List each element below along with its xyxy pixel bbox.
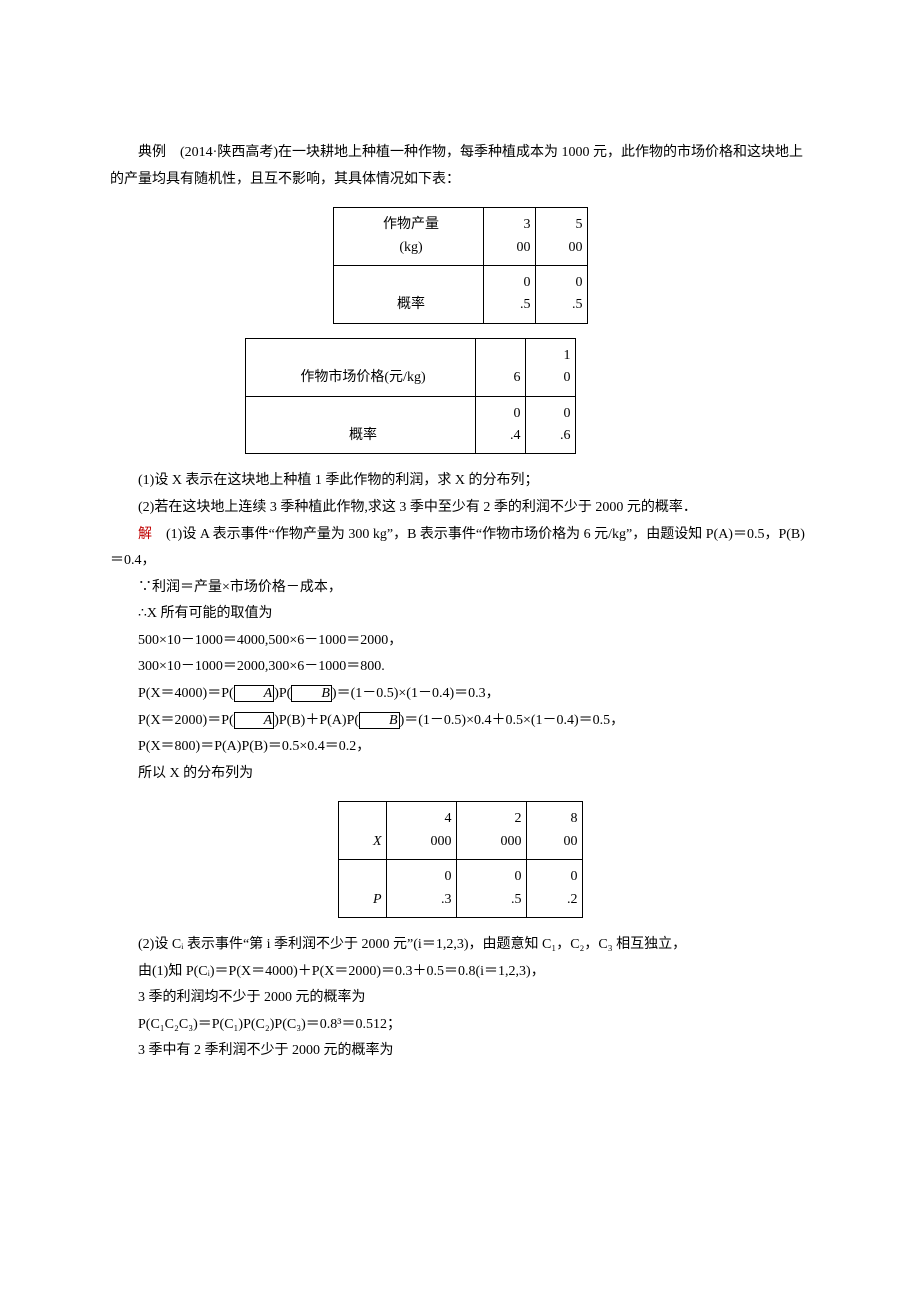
part2-e: 3 季中有 2 季利润不少于 2000 元的概率为	[110, 1038, 810, 1065]
sol-line-5: P(X＝4000)＝P(A)P(B)＝(1－0.5)×(1－0.4)＝0.3，	[110, 681, 810, 708]
t2-r1c3: 10	[525, 338, 575, 396]
t1-r2c1: 概率	[333, 265, 483, 323]
part2-c: 3 季的利润均不少于 2000 元的概率为	[110, 985, 810, 1012]
sol-line-1: ∵利润＝产量×市场价格－成本，	[110, 575, 810, 602]
t3-r2c2: 0.3	[386, 860, 456, 918]
t3-r2c1: P	[338, 860, 386, 918]
box-B: B	[291, 685, 332, 702]
sol-line-8: 所以 X 的分布列为	[110, 761, 810, 788]
sol-line-6: P(X＝2000)＝P(A)P(B)＋P(A)P(B)＝(1－0.5)×0.4＋…	[110, 708, 810, 735]
question-2: (2)若在这块地上连续 3 季种植此作物,求这 3 季中至少有 2 季的利润不少…	[110, 495, 810, 522]
sol-line-3: 500×10－1000＝4000,500×6－1000＝2000，	[110, 628, 810, 655]
sol-line-4: 300×10－1000＝2000,300×6－1000＝800.	[110, 654, 810, 681]
t3-r1c1: X	[338, 802, 386, 860]
part2-d: P(C₁C₂C₃)＝P(C₁)P(C₂)P(C₃)＝0.8³＝0.512；	[110, 1012, 810, 1039]
intro-paragraph: 典例 (2014·陕西高考)在一块耕地上种植一种作物，每季种植成本为 1000 …	[110, 140, 810, 193]
table-distribution: X 4000 2000 800 P 0.3 0.5 0.2	[110, 801, 810, 918]
t3-r1c3: 2000	[456, 802, 526, 860]
solution-1a: 解 (1)设 A 表示事件“作物产量为 300 kg”，B 表示事件“作物市场价…	[110, 522, 810, 575]
part2-a: (2)设 Cᵢ 表示事件“第 i 季利润不少于 2000 元”(i＝1,2,3)…	[110, 932, 810, 959]
t1-r2c3: 0.5	[535, 265, 587, 323]
sol-line-2: ∴X 所有可能的取值为	[110, 601, 810, 628]
t3-r2c4: 0.2	[526, 860, 582, 918]
solution-label: 解	[138, 527, 152, 542]
box-A: A	[234, 685, 275, 702]
question-1: (1)设 X 表示在这块地上种植 1 季此作物的利润，求 X 的分布列；	[110, 468, 810, 495]
t1-r2c2: 0.5	[483, 265, 535, 323]
t1-r1c2: 300	[483, 208, 535, 266]
part2-b: 由(1)知 P(Cᵢ)＝P(X＝4000)＋P(X＝2000)＝0.3＋0.5＝…	[110, 959, 810, 986]
t3-r1c2: 4000	[386, 802, 456, 860]
t2-r2c1: 概率	[245, 396, 475, 454]
table-yield: 作物产量(kg) 300 500 概率 0.5 0.5	[110, 207, 810, 324]
t2-r1c2: 6	[475, 338, 525, 396]
table-price: 作物市场价格(元/kg) 6 10 概率 0.4 0.6	[110, 338, 810, 455]
box-A: A	[234, 712, 275, 729]
t2-r1c1: 作物市场价格(元/kg)	[245, 338, 475, 396]
t2-r2c3: 0.6	[525, 396, 575, 454]
t3-r2c3: 0.5	[456, 860, 526, 918]
t3-r1c4: 800	[526, 802, 582, 860]
t1-r1c1: 作物产量(kg)	[333, 208, 483, 266]
box-B: B	[359, 712, 400, 729]
t2-r2c2: 0.4	[475, 396, 525, 454]
t1-r1c3: 500	[535, 208, 587, 266]
sol-line-7: P(X＝800)＝P(A)P(B)＝0.5×0.4＝0.2，	[110, 734, 810, 761]
